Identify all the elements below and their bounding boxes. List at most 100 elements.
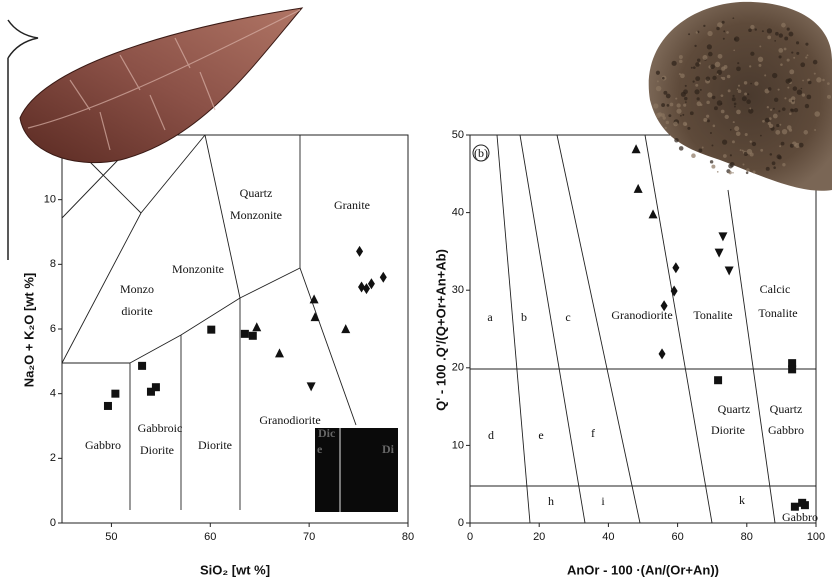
soil-grain bbox=[762, 119, 765, 123]
field-label: Gabbro bbox=[85, 438, 121, 452]
field-label: Diorite bbox=[711, 423, 745, 437]
soil-grain bbox=[765, 166, 770, 171]
x-tick-label: 80 bbox=[402, 531, 414, 543]
point bbox=[146, 387, 155, 396]
soil-grain bbox=[727, 89, 731, 93]
soil-grain bbox=[814, 111, 821, 117]
soil-grain bbox=[749, 140, 752, 143]
y-tick-label: 40 bbox=[452, 207, 464, 219]
soil-grain bbox=[796, 89, 803, 95]
overlay-text: Dic bbox=[318, 426, 336, 440]
x-tick-label: 40 bbox=[602, 531, 614, 543]
soil-grain bbox=[792, 86, 798, 91]
soil-grain bbox=[710, 64, 715, 70]
panel-label: (b) bbox=[474, 146, 488, 160]
soil-grain bbox=[805, 56, 808, 59]
soil-grain bbox=[778, 55, 782, 59]
soil-grain bbox=[736, 109, 741, 115]
soil-grain bbox=[668, 114, 672, 118]
soil-grain bbox=[720, 109, 725, 114]
soil-grain bbox=[682, 113, 685, 116]
soil-grain bbox=[671, 60, 677, 66]
soil-grain bbox=[689, 111, 694, 116]
soil-grain bbox=[713, 106, 718, 111]
field-label: Gabbro bbox=[768, 423, 804, 437]
soil-grain bbox=[806, 54, 809, 57]
soil-grain bbox=[801, 93, 806, 97]
soil-grain bbox=[684, 84, 687, 87]
field-label: a bbox=[487, 310, 493, 324]
soil-grain bbox=[720, 102, 723, 105]
soil-texture bbox=[653, 17, 832, 175]
soil-grain bbox=[729, 128, 732, 131]
soil-grain bbox=[789, 143, 794, 148]
x-tick-label: 60 bbox=[671, 531, 683, 543]
point bbox=[207, 325, 216, 334]
field-label: h bbox=[548, 494, 554, 508]
soil-grain bbox=[678, 73, 681, 76]
point bbox=[714, 248, 724, 258]
soil-grain bbox=[657, 112, 663, 117]
soil-grain bbox=[720, 94, 724, 98]
field-label: Gabbro bbox=[782, 510, 818, 524]
soil-grain bbox=[750, 51, 755, 56]
soil-grain bbox=[777, 88, 780, 91]
soil-grain bbox=[705, 76, 711, 81]
soil-grain bbox=[748, 108, 754, 114]
soil-grain bbox=[737, 62, 740, 65]
point bbox=[631, 144, 641, 154]
x-tick-label: 80 bbox=[741, 531, 753, 543]
point bbox=[670, 285, 678, 297]
field-boundaries bbox=[470, 134, 816, 524]
field-label: Granodiorite bbox=[611, 308, 672, 322]
soil-grain bbox=[733, 49, 736, 52]
point bbox=[151, 383, 160, 392]
soil-grain bbox=[676, 103, 681, 108]
soil-grain bbox=[707, 30, 713, 37]
soil-grain bbox=[703, 24, 706, 28]
soil-grain bbox=[786, 125, 792, 130]
field-label: f bbox=[591, 426, 595, 440]
soil-grain bbox=[786, 58, 790, 62]
soil-grain bbox=[743, 81, 748, 85]
soil-grain bbox=[784, 36, 789, 41]
field-label: Calcic bbox=[760, 282, 791, 296]
soil-grain bbox=[735, 131, 741, 137]
field-label: Quartz bbox=[718, 402, 751, 416]
point bbox=[103, 401, 112, 410]
soil-grain bbox=[699, 88, 702, 91]
y-tick-label: 10 bbox=[44, 194, 56, 206]
soil-grain bbox=[766, 106, 770, 109]
soil-grain bbox=[683, 89, 688, 95]
soil-grain bbox=[780, 63, 783, 66]
point bbox=[633, 183, 643, 193]
field-label: diorite bbox=[121, 304, 152, 318]
soil-grain bbox=[701, 146, 704, 149]
soil-grain bbox=[687, 126, 691, 130]
x-axis-title: AnOr - 100 ·(An/(Or+An)) bbox=[567, 562, 719, 577]
y-axis-title: Q' - 100 .Q'/(Q+Or+An+Ab) bbox=[433, 249, 448, 411]
soil-grain bbox=[732, 94, 735, 98]
field-label: b bbox=[521, 310, 527, 324]
soil-grain bbox=[778, 110, 781, 113]
soil-grain bbox=[805, 42, 809, 46]
soil-grain bbox=[674, 138, 679, 143]
soil-grain bbox=[758, 63, 762, 67]
point bbox=[367, 278, 375, 290]
y-tick-label: 20 bbox=[452, 362, 464, 374]
soil-grain bbox=[673, 121, 678, 127]
soil-grain bbox=[717, 22, 723, 28]
soil-grain bbox=[655, 85, 662, 92]
point bbox=[788, 359, 797, 368]
point bbox=[362, 283, 370, 295]
field-label: Granodiorite bbox=[259, 413, 320, 427]
field-label: Diorite bbox=[198, 438, 232, 452]
field-label: Tonalite bbox=[693, 308, 732, 322]
point bbox=[718, 232, 728, 242]
point bbox=[658, 348, 666, 360]
soil-grain bbox=[722, 37, 725, 40]
soil-grain bbox=[653, 103, 659, 109]
soil-grain bbox=[662, 76, 665, 80]
point bbox=[648, 209, 658, 219]
